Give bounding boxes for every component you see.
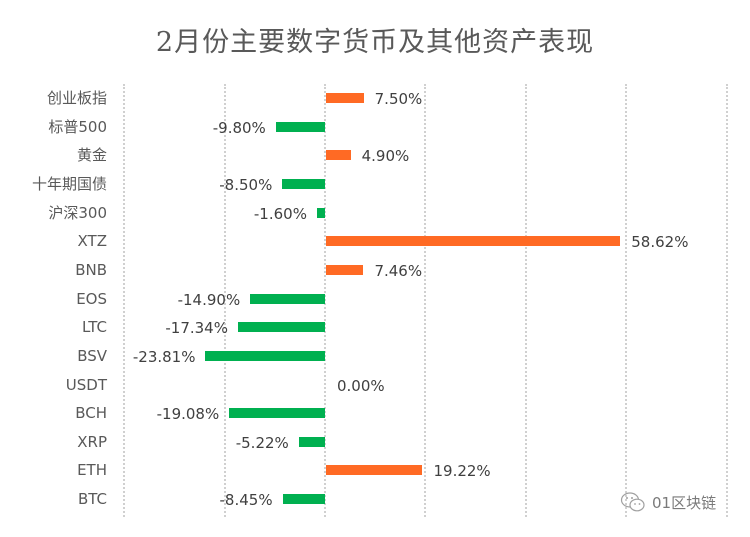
data-label: -14.90% <box>177 290 241 309</box>
bar-row: 黄金 4.90% <box>0 141 750 169</box>
data-label: 4.90% <box>361 147 410 166</box>
category-label: BTC <box>77 490 107 509</box>
negative-bar <box>282 178 325 189</box>
data-label: -23.81% <box>132 347 196 366</box>
category-label: BCH <box>75 404 107 423</box>
bar-row: BNB 7.46% <box>0 256 750 284</box>
negative-bar <box>229 408 325 419</box>
bar-row: BSV -23.81% <box>0 342 750 370</box>
category-label: BNB <box>75 260 107 279</box>
bar-row: EOS -14.90% <box>0 285 750 313</box>
data-label: 58.62% <box>631 233 689 252</box>
negative-bar <box>237 322 325 333</box>
data-label: -19.08% <box>156 405 220 424</box>
positive-bar <box>326 465 423 476</box>
category-label: EOS <box>76 289 107 308</box>
data-label: -5.22% <box>235 433 289 452</box>
category-label: 标普500 <box>48 117 107 136</box>
gridline <box>324 84 326 517</box>
category-label: 创业板指 <box>46 89 107 107</box>
category-label: ETH <box>77 461 107 480</box>
watermark-text: 01区块链 <box>652 493 717 512</box>
data-label: -1.60% <box>253 204 307 223</box>
data-label: -8.50% <box>219 175 273 194</box>
data-label: 19.22% <box>433 462 491 481</box>
negative-bar <box>250 293 325 304</box>
bar-row: LTC -17.34% <box>0 313 750 341</box>
category-label: 十年期国债 <box>31 174 107 193</box>
bar-row: 标普500 -9.80% <box>0 113 750 141</box>
gridline <box>725 84 728 517</box>
bar-row: ETH 19.22% <box>0 456 750 484</box>
bar-row: BTC -8.45% <box>0 485 750 513</box>
bar-row: USDT 0.00% <box>0 371 750 399</box>
wechat-icon <box>620 492 645 512</box>
category-label: XTZ <box>77 232 107 251</box>
positive-bar <box>326 93 364 103</box>
positive-bar <box>326 236 621 247</box>
category-label: USDT <box>65 375 107 394</box>
category-label: 沪深300 <box>48 203 107 222</box>
negative-bar <box>282 494 325 505</box>
watermark: 01区块链 <box>620 490 716 514</box>
bar-row: BCH -19.08% <box>0 399 750 427</box>
positive-bar <box>326 264 364 275</box>
bar-row: XTZ 58.62% <box>0 227 750 255</box>
bar-row: 沪深300 -1.60% <box>0 199 750 227</box>
chart-title: 2月份主要数字货币及其他资产表现 <box>155 27 595 58</box>
gridline <box>223 84 226 517</box>
negative-bar <box>298 436 325 447</box>
category-label: 黄金 <box>76 146 107 165</box>
data-label: 7.50% <box>374 90 423 108</box>
gridline <box>524 84 527 517</box>
negative-bar <box>205 350 325 361</box>
negative-bar <box>275 121 325 132</box>
bar-row: 十年期国债 -8.50% <box>0 170 750 198</box>
gridline <box>123 84 126 517</box>
data-label: 0.00% <box>337 376 385 395</box>
data-label: -17.34% <box>165 319 228 338</box>
gridline <box>424 84 427 517</box>
data-label: -9.80% <box>212 118 266 137</box>
gridline <box>625 84 628 517</box>
data-label: -8.45% <box>219 491 273 510</box>
positive-bar <box>326 150 351 161</box>
bar-row: XRP -5.22% <box>0 428 750 456</box>
data-label: 7.46% <box>374 261 423 280</box>
bar-row: 创业板指 7.50% <box>0 84 750 112</box>
category-label: LTC <box>81 318 107 337</box>
negative-bar <box>316 207 325 218</box>
category-label: XRP <box>77 432 107 451</box>
category-label: BSV <box>77 346 107 365</box>
